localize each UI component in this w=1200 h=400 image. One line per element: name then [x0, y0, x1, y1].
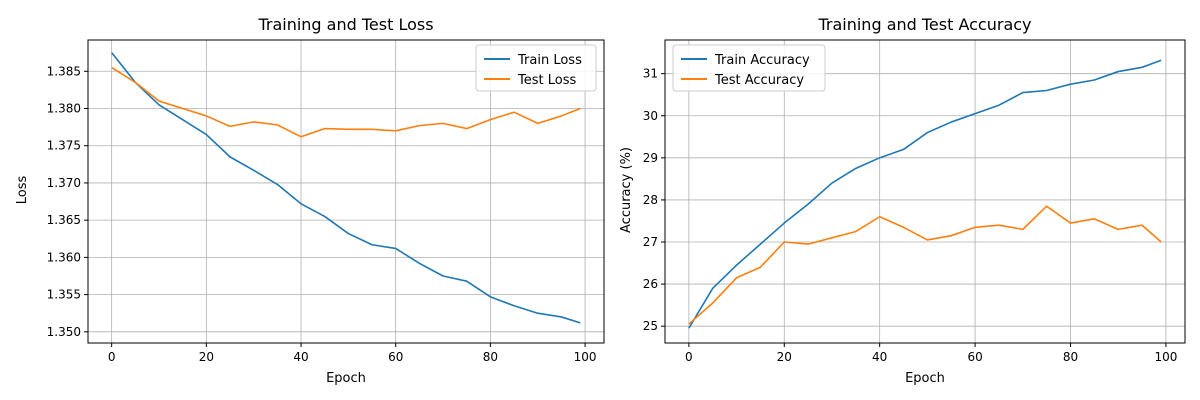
- loss-xtick-label: 40: [293, 350, 308, 364]
- accuracy-ytick-label: 31: [643, 67, 658, 81]
- accuracy-legend-box: [672, 44, 826, 92]
- loss-axes-frame: [87, 39, 605, 344]
- loss-xtick-label: 60: [388, 350, 403, 364]
- loss-ytick-label: 1.385: [47, 64, 81, 78]
- accuracy-series-test-accuracy: [688, 205, 1162, 325]
- accuracy-ytick-label: 25: [643, 319, 658, 333]
- loss-xtick-label: 100: [574, 350, 597, 364]
- accuracy-legend-label: Train Accuracy: [714, 53, 810, 68]
- accuracy-axes-frame: [664, 39, 1186, 344]
- loss-xtick-label: 0: [108, 350, 116, 364]
- loss-chart-xlabel: Epoch: [326, 371, 366, 386]
- loss-xtick-label: 80: [483, 350, 498, 364]
- loss-legend-label: Test Loss: [517, 73, 576, 88]
- loss-ytick-label: 1.365: [47, 213, 81, 227]
- accuracy-xtick-label: 20: [777, 350, 792, 364]
- accuracy-xtick-label: 80: [1063, 350, 1078, 364]
- accuracy-chart-title: Training and Test Accuracy: [817, 15, 1031, 34]
- loss-ytick-label: 1.355: [47, 288, 81, 302]
- accuracy-xtick-label: 0: [685, 350, 693, 364]
- accuracy-ytick-label: 28: [643, 193, 658, 207]
- accuracy-legend-label: Test Accuracy: [714, 73, 804, 88]
- loss-ytick-label: 1.375: [47, 139, 81, 153]
- accuracy-chart-xlabel: Epoch: [905, 371, 945, 386]
- loss-legend-label: Train Loss: [517, 53, 582, 68]
- loss-ytick-label: 1.360: [47, 250, 81, 264]
- accuracy-xtick-label: 100: [1154, 350, 1177, 364]
- accuracy-ytick-label: 29: [643, 151, 658, 165]
- accuracy-ytick-label: 27: [643, 235, 658, 249]
- accuracy-series-train-accuracy: [688, 59, 1162, 329]
- loss-chart-ylabel: Loss: [15, 176, 30, 205]
- loss-ytick-label: 1.370: [47, 176, 81, 190]
- loss-xtick-label: 20: [199, 350, 214, 364]
- loss-legend: Train Loss Test Loss: [475, 44, 597, 92]
- accuracy-xtick-label: 40: [872, 350, 887, 364]
- accuracy-legend: Train Accuracy Test Accuracy: [672, 44, 826, 92]
- loss-ytick-label: 1.350: [47, 325, 81, 339]
- accuracy-ytick-label: 30: [643, 109, 658, 123]
- accuracy-ytick-label: 26: [643, 277, 658, 291]
- loss-series-test-loss: [111, 66, 581, 138]
- loss-chart: Training and Test Loss Epoch Loss 0 20 40 6…: [15, 15, 605, 386]
- accuracy-chart-ylabel: Accuracy (%): [619, 147, 634, 233]
- loss-series-train-loss: [111, 52, 581, 324]
- loss-chart-title: Training and Test Loss: [257, 15, 433, 34]
- loss-ytick-label: 1.380: [47, 101, 81, 115]
- accuracy-chart: Training and Test Accuracy Epoch Accurac…: [619, 15, 1186, 386]
- accuracy-xtick-label: 60: [967, 350, 982, 364]
